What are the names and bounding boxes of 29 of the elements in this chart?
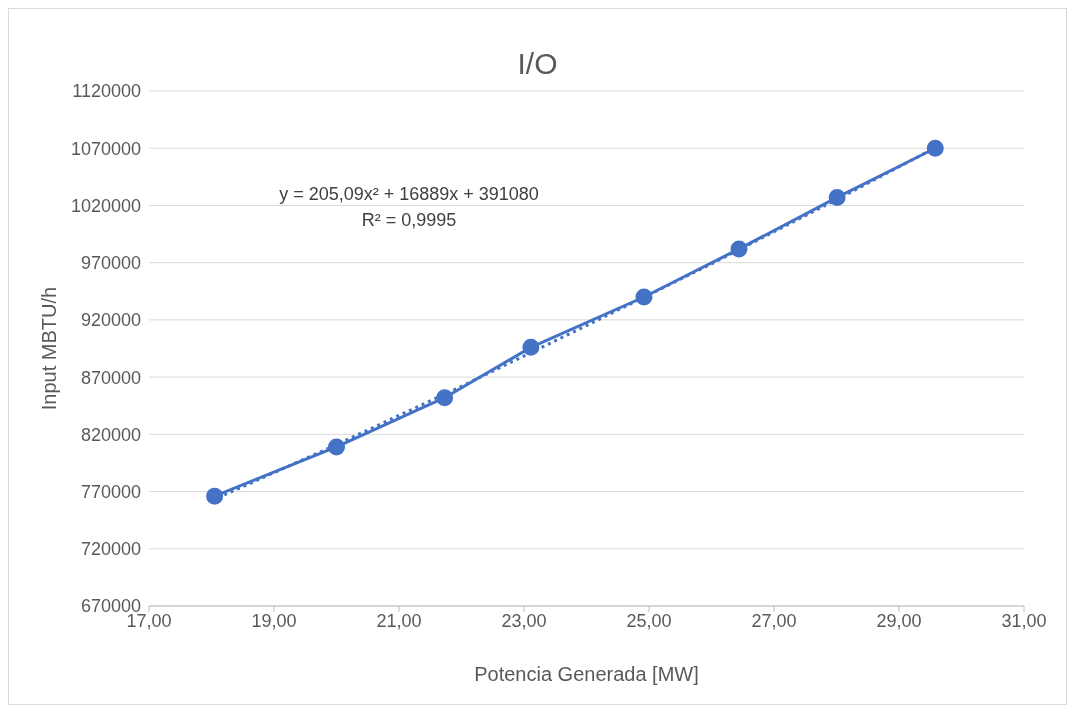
point: [522, 338, 540, 356]
x-tick-label: 23,00: [501, 610, 547, 631]
x-tick-label: 19,00: [251, 610, 297, 631]
x-axis-title: Potencia Generada [MW]: [474, 663, 699, 685]
point: [828, 188, 846, 206]
y-tick-label: 1020000: [70, 195, 141, 216]
point: [635, 288, 653, 306]
point: [926, 139, 944, 157]
y-tick-label: 1120000: [72, 81, 141, 102]
y-tick-label: 720000: [80, 539, 141, 560]
point: [730, 240, 748, 258]
y-tick-label: 1070000: [70, 138, 141, 159]
x-tick-label: 29,00: [876, 610, 922, 631]
x-tick-label: 27,00: [751, 610, 797, 631]
y-tick-label: 870000: [80, 367, 141, 388]
annotation: y = 205,09x² + 16889x + 391080: [278, 183, 540, 206]
y-tick-label: 820000: [80, 424, 141, 445]
annotation: R² = 0,9995: [360, 209, 458, 232]
point: [206, 487, 224, 505]
y-tick-label: 970000: [80, 253, 141, 274]
x-tick-label: 25,00: [626, 610, 672, 631]
y-axis-title: Input MBTU/h: [38, 286, 61, 411]
chart-title: I/O: [516, 47, 559, 81]
y-tick-label: 920000: [80, 310, 141, 331]
x-tick-label: 31,00: [1001, 610, 1047, 631]
point: [328, 438, 345, 456]
y-tick-label: 770000: [80, 481, 141, 502]
x-tick-label: 21,00: [376, 610, 422, 631]
point: [436, 389, 454, 407]
